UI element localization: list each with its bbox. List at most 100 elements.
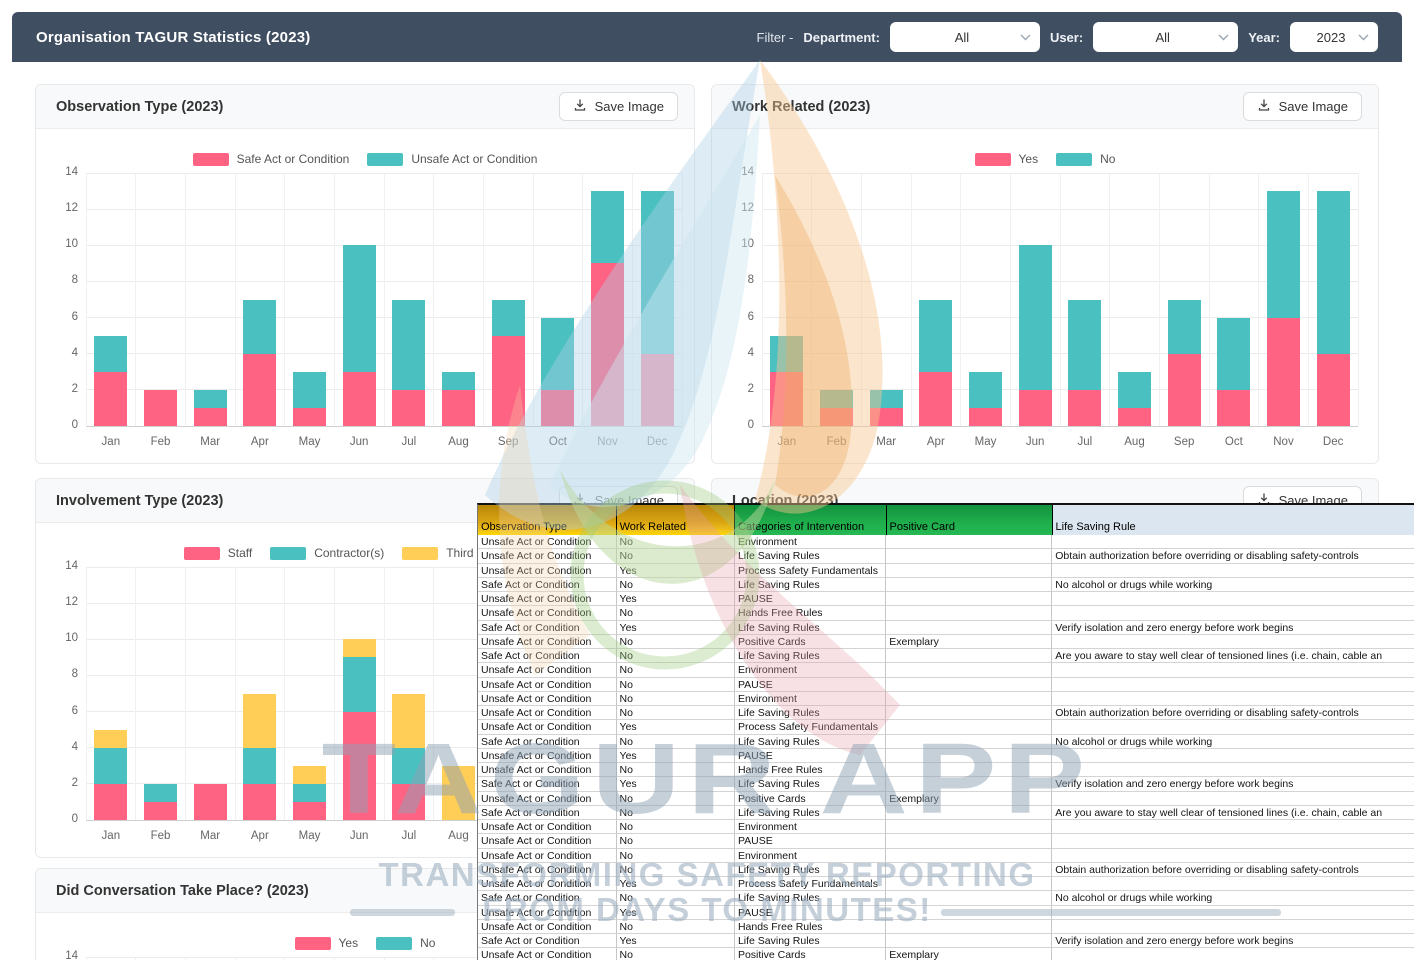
bar-segment[interactable]	[919, 371, 953, 426]
legend-item[interactable]: Yes	[974, 152, 1038, 166]
bar-segment[interactable]	[392, 747, 426, 784]
bar-segment[interactable]	[293, 407, 326, 426]
bar-segment[interactable]	[243, 353, 277, 426]
table-cell	[886, 805, 1053, 820]
year-select[interactable]: 2023	[1290, 22, 1378, 52]
table-cell: Positive Cards	[734, 634, 887, 649]
save-image-button[interactable]: Save Image	[1242, 92, 1362, 121]
legend-item[interactable]: No	[376, 936, 435, 950]
bar-segment[interactable]	[820, 389, 853, 408]
bar-segment[interactable]	[243, 693, 277, 748]
work-related-chart: Yes No 0 2 4 6 8 10 12 14 Jan Feb Mar Apr May Jun Jul Aug…	[712, 129, 1378, 463]
bar-segment[interactable]	[342, 639, 376, 658]
bar-segment[interactable]	[94, 371, 128, 426]
bar-segment[interactable]	[640, 191, 674, 354]
bar-segment[interactable]	[770, 371, 804, 426]
bar-segment[interactable]	[293, 765, 326, 784]
bar-segment[interactable]	[243, 747, 277, 784]
gridline	[1208, 173, 1210, 426]
bar-segment[interactable]	[1267, 317, 1300, 426]
bar-segment[interactable]	[1217, 317, 1251, 390]
bar-segment[interactable]	[919, 299, 953, 372]
bar-segment[interactable]	[243, 783, 277, 820]
gridline	[1258, 173, 1260, 426]
table-cell: Process Safety Fundamentals	[734, 877, 887, 892]
bar-segment[interactable]	[144, 801, 177, 820]
table-cell: Environment	[734, 663, 887, 678]
bar-segment[interactable]	[392, 299, 426, 390]
bar-segment[interactable]	[392, 693, 426, 748]
x-axis-label: Sep	[497, 436, 519, 448]
bar-segment[interactable]	[1316, 353, 1350, 426]
bar-segment[interactable]	[193, 389, 227, 408]
save-image-label: Save Image	[594, 99, 664, 114]
table-cell: No	[616, 634, 735, 649]
bar-segment[interactable]	[1068, 299, 1102, 390]
download-icon	[1257, 98, 1271, 115]
bar-segment[interactable]	[342, 657, 376, 712]
bar-segment[interactable]	[969, 407, 1002, 426]
table-cell: No	[616, 848, 735, 863]
bar-segment[interactable]	[342, 245, 376, 372]
user-select[interactable]: All	[1093, 22, 1239, 52]
bar-segment[interactable]	[820, 407, 853, 426]
bar-segment[interactable]	[869, 389, 903, 408]
bar-segment[interactable]	[1118, 407, 1151, 426]
bar-segment[interactable]	[94, 335, 128, 372]
bar-segment[interactable]	[591, 191, 624, 264]
bar-segment[interactable]	[442, 371, 475, 390]
bar-segment[interactable]	[144, 389, 177, 426]
bar-segment[interactable]	[342, 711, 376, 820]
table-cell: Positive Cards	[734, 791, 887, 806]
bar-segment[interactable]	[293, 783, 326, 802]
bar-segment[interactable]	[1118, 371, 1151, 408]
legend-item[interactable]: No	[1056, 152, 1115, 166]
bar-segment[interactable]	[1167, 353, 1201, 426]
table-cell: No	[616, 891, 735, 906]
bar-segment[interactable]	[342, 371, 376, 426]
table-row: Unsafe Act or Condition No PAUSE	[478, 834, 1414, 849]
legend-item[interactable]: Safe Act or Condition	[192, 152, 349, 166]
bar-segment[interactable]	[442, 389, 475, 426]
bar-segment[interactable]	[1217, 389, 1251, 426]
bar-segment[interactable]	[541, 317, 575, 390]
bar-segment[interactable]	[640, 353, 674, 426]
table-cell: Hands Free Rules	[734, 763, 887, 778]
bar-segment[interactable]	[94, 747, 128, 784]
bar-segment[interactable]	[293, 801, 326, 820]
table-cell: Verify isolation and zero energy before …	[1052, 934, 1414, 949]
bar-segment[interactable]	[94, 783, 128, 820]
legend-item[interactable]: Staff	[183, 546, 252, 560]
y-axis-label: 12	[65, 202, 78, 215]
bar-segment[interactable]	[969, 371, 1002, 408]
bar-segment[interactable]	[541, 389, 575, 426]
bar-segment[interactable]	[1018, 245, 1052, 390]
legend-item[interactable]: Contractor(s)	[270, 546, 384, 560]
bar-segment[interactable]	[770, 335, 804, 372]
gridline	[910, 173, 912, 426]
bar-segment[interactable]	[243, 299, 277, 354]
bar-segment[interactable]	[392, 783, 426, 820]
bar-segment[interactable]	[869, 407, 903, 426]
save-image-button[interactable]: Save Image	[558, 92, 678, 121]
bar-segment[interactable]	[1167, 299, 1201, 354]
bar-segment[interactable]	[1267, 191, 1300, 318]
bar-segment[interactable]	[193, 783, 227, 820]
bar-segment[interactable]	[1316, 191, 1350, 354]
bar-segment[interactable]	[1018, 389, 1052, 426]
bar-segment[interactable]	[491, 335, 525, 426]
bar-segment[interactable]	[144, 783, 177, 802]
bar-segment[interactable]	[293, 371, 326, 408]
bar-segment[interactable]	[591, 263, 624, 426]
legend-item[interactable]: Yes	[294, 936, 358, 950]
department-select[interactable]: All	[889, 22, 1040, 52]
card-header: Work Related (2023) Save Image	[712, 85, 1378, 129]
chevron-down-icon	[1218, 34, 1229, 41]
bar-segment[interactable]	[442, 765, 475, 820]
bar-segment[interactable]	[1068, 389, 1102, 426]
legend-item[interactable]: Unsafe Act or Condition	[367, 152, 537, 166]
bar-segment[interactable]	[392, 389, 426, 426]
bar-segment[interactable]	[193, 407, 227, 426]
bar-segment[interactable]	[491, 299, 525, 336]
bar-segment[interactable]	[94, 729, 128, 748]
